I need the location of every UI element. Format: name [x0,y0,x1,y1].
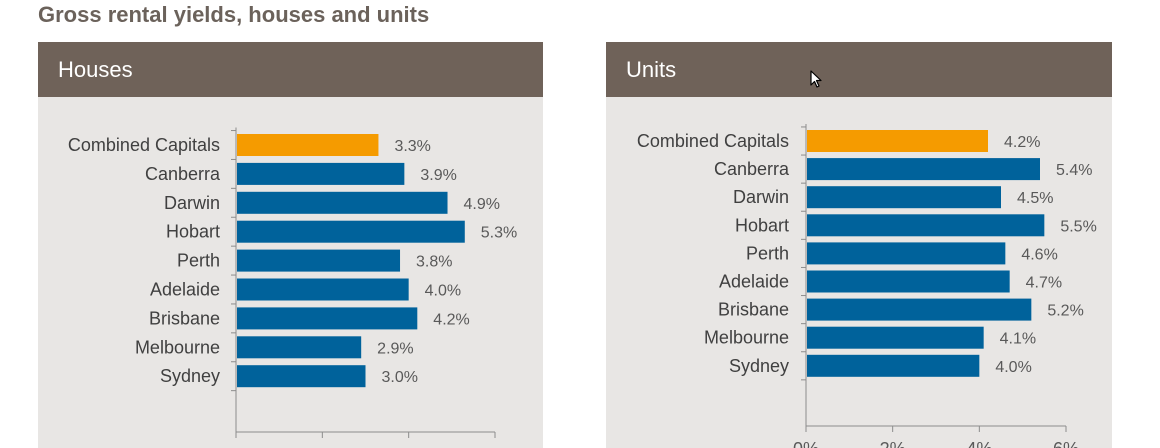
houses-value-label: 3.8% [416,254,452,271]
units-bar [807,326,984,349]
units-bar-chart: 0% 2% 4% 6% Combined Capitals 4.2% Canberra 5.4… [637,123,1097,448]
units-category-label: Brisbane [718,300,789,320]
houses-bar [237,191,448,214]
houses-category-label: Perth [177,251,220,271]
units-category-label: Hobart [735,215,789,235]
houses-x-tick-label: 4% [396,445,422,448]
houses-x-tick-label: 2% [309,445,335,448]
houses-category-label: Adelaide [150,280,220,300]
units-value-label: 4.2% [1004,134,1040,151]
houses-bar-chart: 0% 2% 4% 6% Combined Capitals 3.3% Canberra 3.9… [68,127,517,448]
houses-category-label: Hobart [166,222,220,242]
houses-bar [237,249,401,272]
houses-x-tick-label: 0% [223,445,249,448]
houses-category-label: Brisbane [149,308,220,328]
units-x-tick-label: 0% [793,439,819,448]
houses-chart-panel: Houses 0% 2% 4% 6% Combined Capitals 3.3% Canb… [38,42,543,448]
units-category-label: Canberra [714,159,790,179]
page-title: Gross rental yields, houses and units [38,2,430,27]
houses-bar [237,278,409,301]
units-bar [807,242,1006,265]
units-value-label: 4.7% [1026,275,1062,292]
units-value-label: 5.5% [1060,218,1096,235]
units-value-label: 4.5% [1017,190,1053,207]
houses-bar [237,307,418,330]
units-chart-panel: Units 0% 2% 4% 6% Combined Capitals 4.2% Canbe… [606,42,1112,448]
houses-category-label: Canberra [145,164,221,184]
houses-bar [237,134,379,156]
houses-bar [237,220,465,243]
units-chart: 0% 2% 4% 6% Combined Capitals 4.2% Canberra 5.4… [606,97,1112,448]
houses-value-label: 3.0% [382,369,418,386]
houses-category-label: Combined Capitals [68,135,220,155]
units-value-label: 5.2% [1047,303,1083,320]
houses-chart-title: Houses [38,42,543,97]
units-bar [807,298,1032,321]
units-bar [807,158,1040,181]
units-x-tick-label: 2% [880,439,906,448]
units-category-label: Darwin [733,187,789,207]
houses-value-label: 4.0% [425,283,461,300]
houses-category-label: Melbourne [135,337,220,357]
mouse-pointer-icon [810,70,822,88]
houses-category-label: Sydney [160,366,220,386]
units-bar [807,354,980,377]
units-category-label: Combined Capitals [637,131,789,151]
houses-bar [237,162,405,185]
houses-bar [237,365,366,388]
houses-value-label: 5.3% [481,225,517,242]
units-value-label: 4.0% [995,359,1031,376]
units-bar [807,186,1001,209]
houses-chart: 0% 2% 4% 6% Combined Capitals 3.3% Canberra 3.9… [38,97,543,448]
units-category-label: Sydney [729,356,789,376]
units-value-label: 4.1% [1000,331,1036,348]
houses-value-label: 3.3% [394,138,430,155]
units-bar [807,130,988,152]
units-chart-title: Units [606,42,1112,97]
units-category-label: Perth [746,243,789,263]
houses-value-label: 4.9% [464,196,500,213]
houses-value-label: 2.9% [377,340,413,357]
houses-x-tick-label: 6% [482,445,508,448]
units-x-tick-label: 4% [966,439,992,448]
houses-value-label: 4.2% [433,311,469,328]
units-value-label: 4.6% [1021,246,1057,263]
houses-value-label: 3.9% [420,167,456,184]
houses-bar [237,336,362,359]
units-bar [807,270,1010,293]
units-bar [807,214,1045,237]
units-value-label: 5.4% [1056,162,1092,179]
units-category-label: Melbourne [704,328,789,348]
houses-category-label: Darwin [164,193,220,213]
units-x-tick-label: 6% [1053,439,1079,448]
units-category-label: Adelaide [719,272,789,292]
